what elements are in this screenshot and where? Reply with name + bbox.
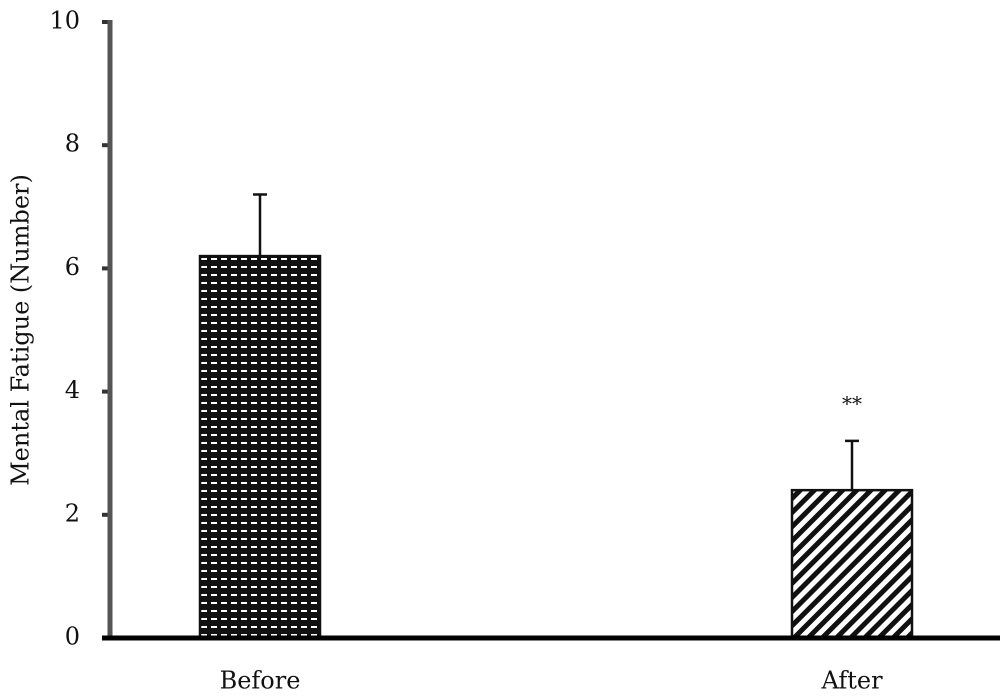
- significance-label: **: [842, 391, 862, 415]
- y-tick-label: 4: [65, 376, 80, 404]
- bar: [790, 488, 914, 640]
- bar: [198, 254, 322, 640]
- y-tick-label: 10: [49, 7, 80, 35]
- y-tick-label: 0: [65, 623, 80, 651]
- y-axis-label: Mental Fatigue (Number): [7, 174, 35, 486]
- x-tick-label: Before: [220, 667, 301, 695]
- x-tick-label: After: [820, 667, 883, 695]
- y-tick-label: 6: [65, 253, 80, 281]
- y-tick-label: 8: [65, 130, 80, 158]
- y-tick-label: 2: [65, 499, 80, 527]
